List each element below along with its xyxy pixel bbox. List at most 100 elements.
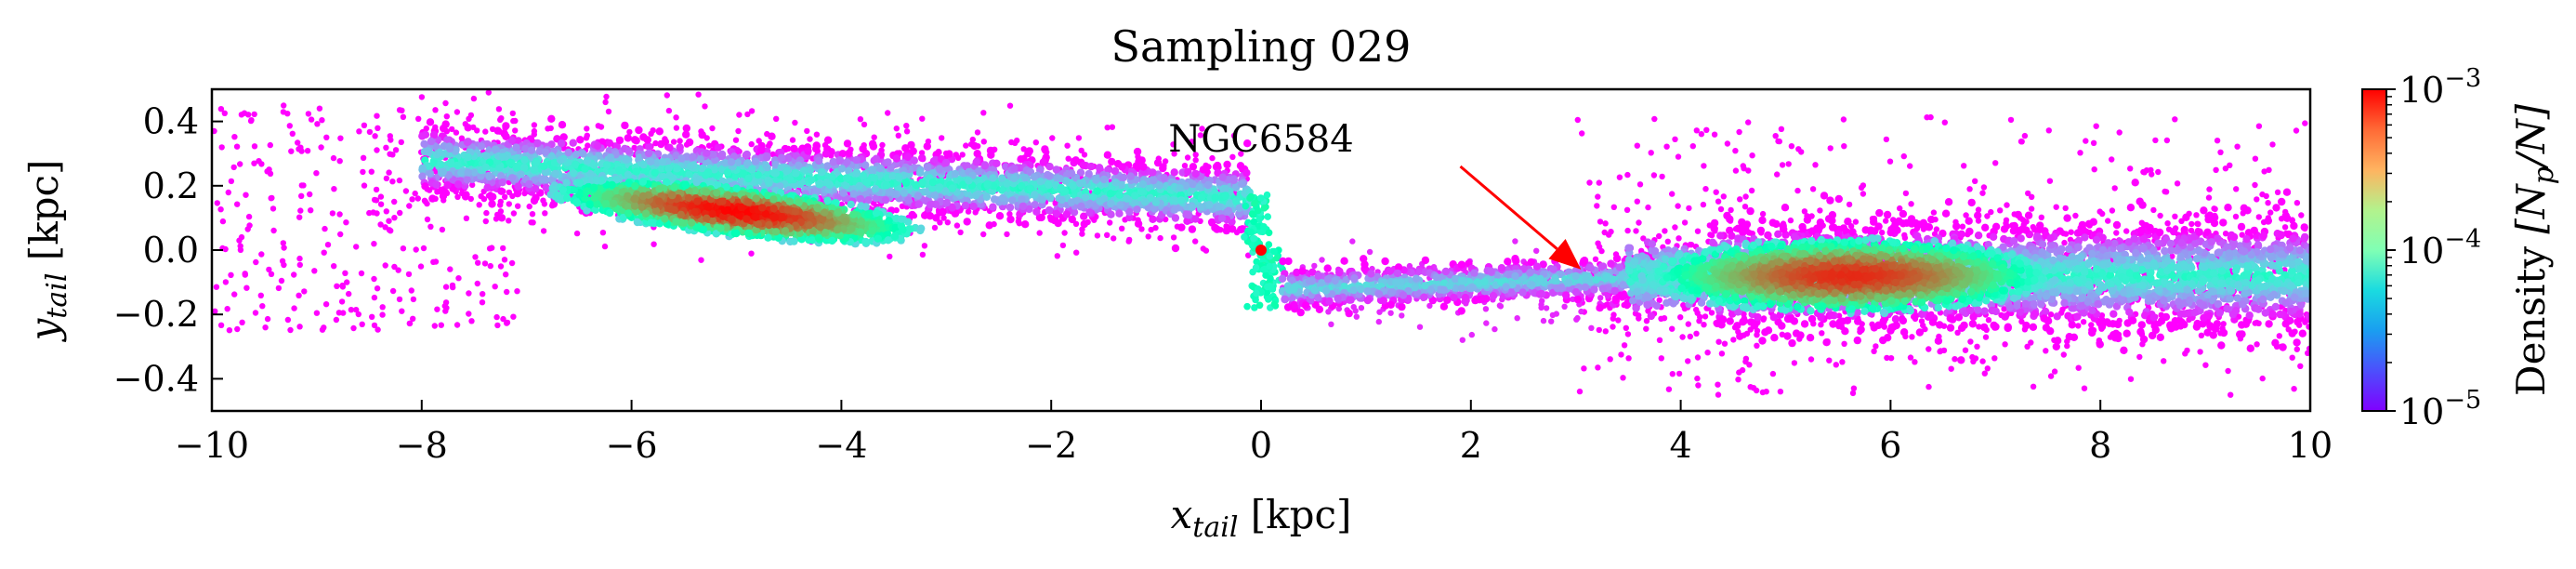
density-point — [1908, 201, 1914, 207]
density-bin — [1009, 174, 1019, 182]
density-bin — [1137, 156, 1146, 165]
density-point — [270, 227, 277, 234]
density-point — [879, 141, 886, 149]
density-point — [264, 168, 270, 175]
density-bin — [1213, 161, 1222, 170]
density-point — [217, 322, 225, 328]
density-bin — [428, 194, 437, 203]
density-point — [1636, 315, 1642, 322]
density-point — [1184, 154, 1191, 161]
density-point — [415, 115, 422, 122]
density-point — [355, 311, 361, 318]
density-point — [1769, 370, 1777, 377]
density-point — [1991, 355, 1998, 362]
density-bin — [418, 164, 427, 172]
density-point — [1578, 308, 1584, 315]
density-bin — [520, 155, 529, 165]
density-point — [665, 107, 673, 114]
density-point — [1081, 152, 1088, 158]
density-point — [1940, 347, 1948, 354]
density-point — [311, 268, 318, 274]
density-point — [468, 318, 475, 324]
density-bin — [635, 126, 643, 135]
density-point — [334, 283, 340, 289]
density-point — [291, 271, 297, 278]
density-point — [1645, 204, 1651, 211]
density-point — [245, 213, 253, 220]
density-point — [373, 186, 380, 193]
density-bin — [909, 147, 917, 155]
density-point — [2018, 318, 2025, 325]
density-point — [371, 275, 377, 283]
density-point — [1543, 305, 1550, 311]
density-point — [371, 322, 378, 329]
density-bin — [489, 192, 497, 201]
density-point — [1656, 337, 1663, 343]
density-point — [1602, 220, 1609, 227]
density-point — [1229, 153, 1236, 160]
density-bin — [859, 144, 867, 153]
density-point — [1721, 340, 1728, 347]
density-point — [319, 117, 325, 124]
density-point — [2064, 342, 2070, 350]
density-point — [547, 125, 554, 132]
density-point — [631, 144, 637, 152]
density-point — [375, 326, 381, 333]
density-point — [1694, 375, 1701, 382]
density-point — [1698, 131, 1705, 138]
density-point — [449, 126, 455, 133]
density-point — [1533, 247, 1540, 254]
density-point — [1749, 152, 1755, 159]
density-point — [2305, 350, 2310, 356]
density-point — [1730, 337, 1737, 343]
density-bin — [572, 150, 581, 159]
density-point — [2030, 224, 2036, 231]
density-point — [409, 196, 415, 203]
density-bin — [989, 203, 997, 211]
density-point — [813, 131, 821, 138]
density-point — [506, 189, 513, 196]
density-point — [251, 111, 257, 118]
density-bin — [881, 196, 890, 205]
density-point — [899, 203, 906, 209]
density-point — [1760, 316, 1767, 323]
density-point — [392, 147, 400, 153]
density-point — [871, 134, 877, 140]
density-point — [1319, 257, 1325, 263]
density-point — [1689, 143, 1697, 150]
density-point — [405, 271, 413, 278]
density-point — [382, 224, 388, 231]
density-point — [269, 194, 275, 202]
density-point — [1952, 356, 1958, 363]
density-point — [2109, 156, 2115, 163]
density-point — [482, 128, 489, 135]
density-point — [1676, 235, 1682, 242]
density-point — [1597, 295, 1604, 301]
density-point — [1988, 208, 1994, 216]
density-bin — [923, 142, 931, 151]
density-point — [1961, 163, 1967, 169]
density-point — [1230, 132, 1238, 139]
density-point — [2269, 141, 2276, 148]
density-point — [1925, 383, 1932, 390]
density-point — [1941, 119, 1948, 126]
density-point — [1976, 324, 1982, 330]
density-point — [475, 259, 481, 266]
density-point — [2184, 347, 2190, 354]
density-point — [1927, 113, 1934, 121]
density-point — [509, 110, 516, 117]
density-point — [1181, 163, 1189, 169]
density-point — [1775, 138, 1781, 145]
density-point — [1975, 206, 1982, 213]
density-point — [1623, 324, 1630, 331]
density-point — [212, 127, 217, 135]
density-point — [318, 144, 324, 151]
density-point — [230, 164, 237, 171]
density-point — [374, 147, 380, 153]
density-point — [1711, 131, 1718, 138]
density-point — [295, 139, 301, 146]
density-point — [1459, 337, 1466, 343]
density-point — [1375, 318, 1383, 325]
density-point — [281, 102, 287, 109]
density-point — [1162, 158, 1169, 165]
